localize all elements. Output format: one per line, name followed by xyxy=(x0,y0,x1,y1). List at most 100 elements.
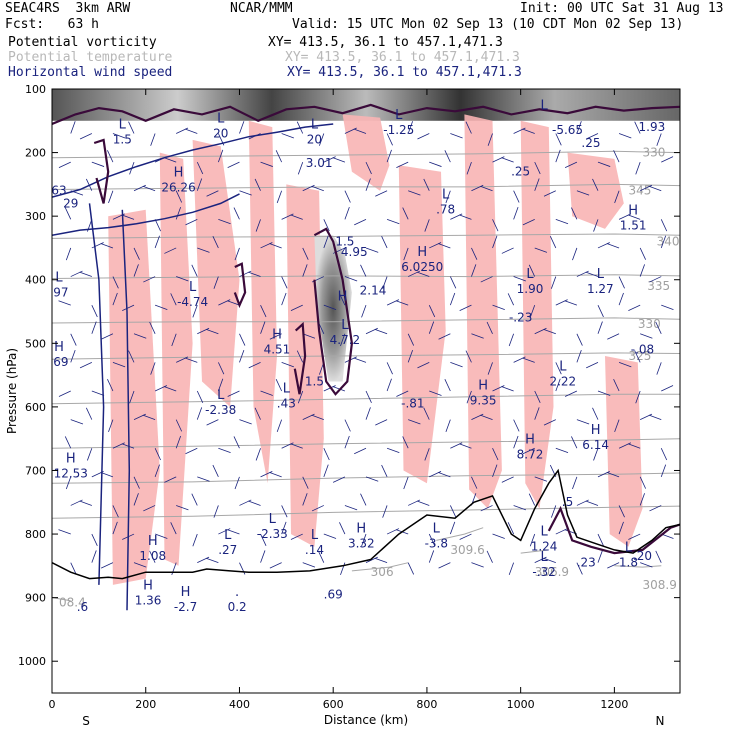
wind-vector xyxy=(597,533,604,547)
wind-vector xyxy=(281,442,294,449)
wind-vector xyxy=(492,304,505,310)
extremum-value: 1.5 xyxy=(335,234,354,248)
wind-vector xyxy=(227,300,240,306)
wind-vector xyxy=(112,505,119,518)
wind-vector xyxy=(344,127,357,134)
wind-vector xyxy=(417,133,430,140)
extremum-marker: L xyxy=(217,111,225,126)
wind-vector xyxy=(112,442,125,449)
wind-vector xyxy=(142,414,156,420)
wind-vector xyxy=(275,150,283,163)
theta-label-2: 340 xyxy=(657,235,680,249)
wind-vector xyxy=(640,562,653,568)
theta-contour-9 xyxy=(52,505,680,519)
wind-vector xyxy=(281,362,294,368)
wind-vector xyxy=(480,276,493,283)
wind-vector xyxy=(133,562,147,568)
wind-vector xyxy=(428,304,436,318)
wind-vector xyxy=(534,407,540,420)
wind-vector xyxy=(529,305,536,318)
wind-vector xyxy=(449,521,456,535)
wind-vector xyxy=(58,161,71,168)
wind-vector xyxy=(100,472,114,478)
wind-vector xyxy=(318,133,325,146)
wind-vector xyxy=(297,390,304,404)
theta-contour-10 xyxy=(351,562,409,572)
wind-vector xyxy=(386,133,393,146)
wind-vector xyxy=(438,243,451,249)
wind-vector xyxy=(290,214,303,220)
wind-vector xyxy=(381,464,388,478)
wind-vector xyxy=(555,299,568,306)
wind-vector xyxy=(618,213,632,220)
wind-vector xyxy=(592,407,599,420)
wind-vector xyxy=(449,276,457,289)
wind-vector xyxy=(375,190,388,197)
extremum-value: -.81 xyxy=(401,397,424,411)
wind-vector xyxy=(424,448,430,461)
wind-vector xyxy=(85,407,93,420)
wind-vector xyxy=(323,235,329,249)
wind-vector xyxy=(297,161,304,175)
wind-vector xyxy=(91,321,97,334)
wind-vector xyxy=(635,161,641,175)
theta-contour-3 xyxy=(52,274,680,279)
wind-vector xyxy=(534,556,547,564)
wind-vector xyxy=(648,414,662,420)
wind-vector xyxy=(661,385,674,392)
wind-vector xyxy=(269,562,282,569)
wind-vector xyxy=(212,235,219,249)
wind-vector xyxy=(143,505,156,512)
wind-vector xyxy=(196,161,204,175)
wind-vector xyxy=(585,500,599,506)
wind-vector xyxy=(70,419,84,425)
wind-vector xyxy=(344,435,350,449)
wind-vector xyxy=(340,562,346,576)
wind-vector xyxy=(408,270,421,277)
wind-vector xyxy=(260,321,266,334)
wind-vector xyxy=(255,219,261,232)
theta-contour-8 xyxy=(52,472,680,484)
y-tick-label: 700 xyxy=(25,464,46,477)
wind-vector xyxy=(171,333,177,347)
wind-vector xyxy=(302,247,309,260)
theta-contour-2 xyxy=(52,233,680,239)
wind-vector xyxy=(206,328,219,335)
wind-vector xyxy=(450,133,463,139)
wind-vector xyxy=(618,442,632,449)
wind-vector xyxy=(428,321,435,334)
wind-vector xyxy=(218,447,231,454)
x-end-label-left: S xyxy=(82,714,90,728)
wind-vector xyxy=(70,270,83,277)
wind-vector xyxy=(175,419,183,432)
wind-vector xyxy=(87,219,93,232)
wind-vector xyxy=(112,133,126,139)
wind-vector xyxy=(528,493,536,506)
wind-vector xyxy=(396,390,409,397)
x-tick-label: 0 xyxy=(49,698,56,711)
wind-vector xyxy=(65,247,72,261)
wind-vector xyxy=(175,190,183,203)
wind-vector xyxy=(416,271,430,277)
extremum-marker: L xyxy=(119,118,127,133)
wind-vector xyxy=(661,304,674,310)
wind-vector xyxy=(112,362,126,368)
wind-vector xyxy=(656,133,662,146)
extremum-value: .25 xyxy=(511,164,530,178)
extremum-value: 9.35 xyxy=(470,393,497,407)
wind-vector xyxy=(543,419,556,426)
wind-vector xyxy=(260,242,273,249)
field-xy-pv: XY= 413.5, 36.1 to 457.1,471.3 xyxy=(268,35,503,50)
wind-vector xyxy=(260,533,267,547)
wind-vector xyxy=(471,264,477,277)
extremum-marker: H xyxy=(66,451,76,466)
wind-vector xyxy=(112,276,119,289)
extremum-value: .78 xyxy=(436,203,455,217)
wind-vector xyxy=(487,362,493,375)
wind-vector xyxy=(534,327,547,335)
wind-vector xyxy=(522,447,535,455)
wind-vector xyxy=(492,533,505,539)
wind-vector xyxy=(302,493,308,506)
wind-vector xyxy=(375,419,388,426)
wind-vector xyxy=(572,476,578,490)
